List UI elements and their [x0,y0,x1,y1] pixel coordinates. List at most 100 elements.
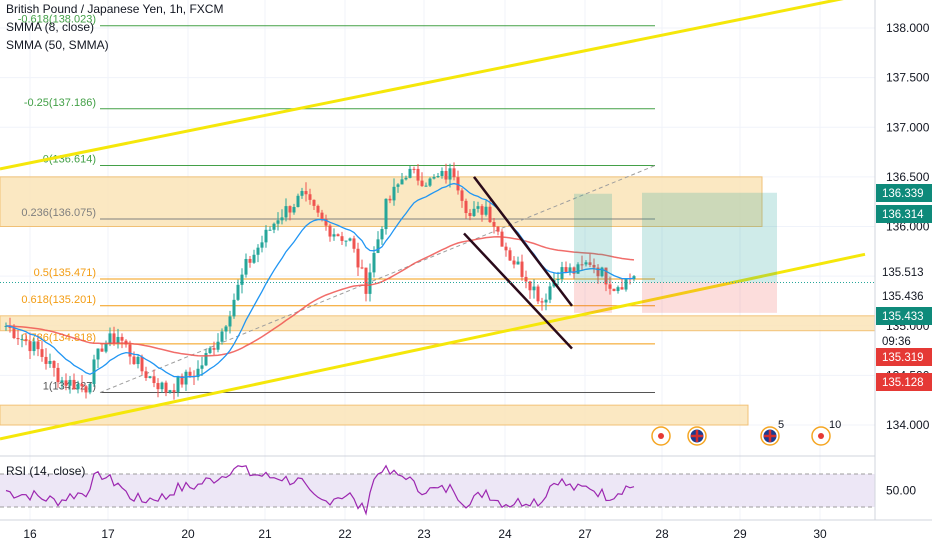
candle-body [236,284,240,300]
candle-body [212,348,216,350]
candle-body [176,376,180,392]
candle-body [428,178,432,186]
event-markers[interactable]: 5 10 [651,419,841,446]
lower-zone [0,404,749,426]
candle-body [564,267,568,272]
time-tick-label: 16 [23,527,37,541]
price-tag-label: 135.433 [882,311,924,323]
candle-body [532,286,536,291]
drawing-overlays [0,176,875,350]
smma-slow-legend[interactable]: SMMA (50, SMMA) [6,38,109,52]
candle-body [536,286,540,302]
time-axis[interactable]: 16 17 20 21 22 23 24 27 28 29 30 [0,519,932,541]
candle-body [488,206,492,223]
candle-body [592,264,596,268]
candle-body [148,376,152,378]
candle-body [88,384,92,393]
candle-body [424,185,428,187]
candle-body [412,168,416,170]
candle-body [572,267,576,274]
smma-slow-line [5,236,635,357]
candle-body [492,222,496,227]
candle-body [588,262,592,265]
rsi-band [0,474,875,507]
uk-flag-icon[interactable]: 5 [760,419,784,446]
price-tag-bg [876,287,932,305]
time-tick-label: 22 [338,527,352,541]
time-tick-label: 23 [417,527,431,541]
candle-body [112,333,116,344]
candle-body [128,344,132,357]
candle-body [484,206,488,215]
price-tag: 136.314 [876,205,932,223]
price-tag: 136.339 [876,184,932,202]
candle-body [356,248,360,268]
candle-body [632,276,636,280]
candle-body [456,177,460,191]
candle-body [312,199,316,206]
event-dot-icon[interactable]: 10 [811,419,841,446]
fib-label: -0.618(138.023) [18,14,96,26]
uk-flag-icon[interactable] [687,426,707,446]
candle-body [348,238,352,241]
position-box-profit [574,193,612,283]
event-dot-icon[interactable] [651,426,671,446]
candle-body [568,267,572,272]
symbol-title[interactable]: British Pound / Japanese Yen, 1h, FXCM [6,2,224,16]
candle-body [48,360,52,364]
candle-body [292,206,296,213]
candle-body [320,212,324,220]
long-position-profit [642,192,777,283]
candle-body [168,390,172,393]
candle-body [100,348,104,352]
candle-body [152,376,156,384]
price-tag-bg [876,332,932,350]
candle-body [140,356,144,372]
price-tag-label: 136.339 [882,188,924,200]
candle-body [116,336,120,344]
candle-body [172,390,176,392]
candle-body [136,356,140,365]
candle-body [584,262,588,265]
price-tag-bg [876,348,932,366]
candle-body [516,261,520,265]
candle-body [232,299,236,317]
candle-body [12,327,16,339]
channel-upper-line [0,0,844,171]
rsi-legend[interactable]: RSI (14, close) [6,464,86,478]
fib-label: 0.5(135.471) [34,267,96,279]
time-tick-label: 27 [578,527,592,541]
event-count: 10 [829,419,841,431]
candle-body [20,339,24,341]
fib-label: 1(134.327) [43,381,96,393]
candle-body [616,287,620,292]
candle-body [280,217,284,221]
candle-body [612,288,616,292]
price-tick-label: 134.000 [886,418,930,432]
smma-fast-legend[interactable]: SMMA (8, close) [6,20,95,34]
candle-body [228,316,232,327]
candle-body [296,195,300,207]
candle-body [28,341,32,352]
candle-body [512,260,516,265]
candle-body [364,267,368,294]
candle-body [400,179,404,185]
price-axis[interactable]: 138.000137.500137.000136.500136.000135.5… [874,0,932,520]
time-tick-label: 28 [655,527,669,541]
price-tag-label: 136.314 [882,209,924,221]
price-tag: 135.319 [876,348,932,366]
candle-body [468,213,472,216]
price-tag-bg [876,205,932,223]
candle-body [132,356,136,365]
candle-body [240,274,244,285]
candle-body [476,206,480,209]
candle-body [188,371,192,376]
price-tag-label: 135.128 [882,377,924,389]
candle-body [344,240,348,242]
candle-body [260,242,264,248]
candle-body [268,229,272,231]
candle-body [24,339,28,342]
candle-body [52,360,56,368]
